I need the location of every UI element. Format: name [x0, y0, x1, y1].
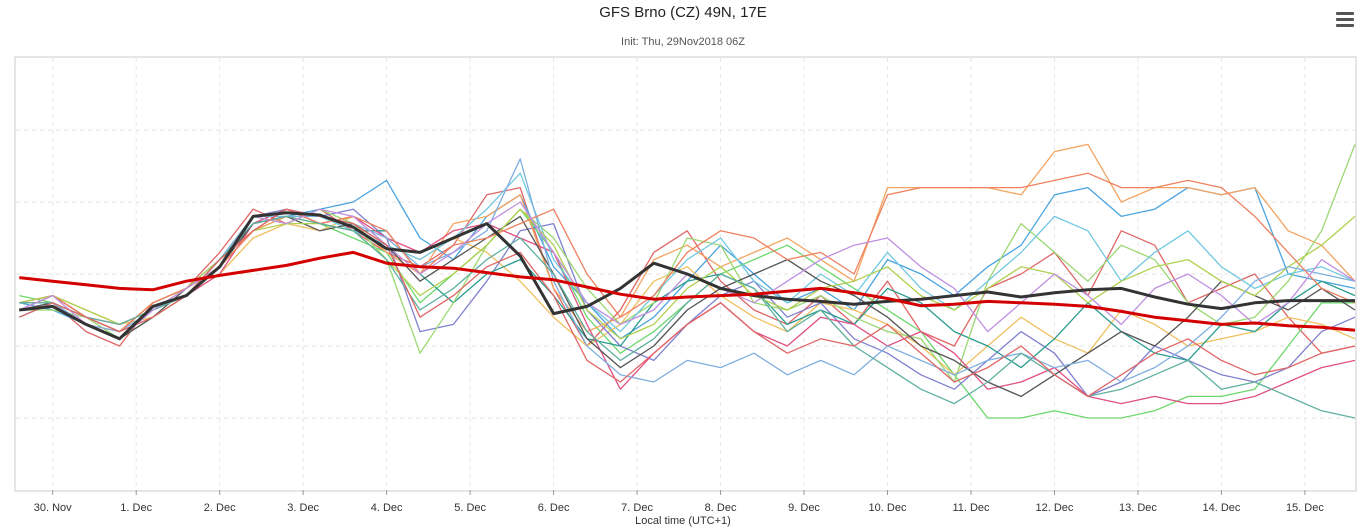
control-run-line — [19, 211, 1355, 341]
x-tick-label: 2. Dec — [204, 502, 236, 514]
x-tick-label: 11. Dec — [952, 502, 990, 514]
menu-bar — [1336, 18, 1354, 21]
hamburger-menu-icon[interactable] — [1334, 10, 1356, 28]
menu-bar — [1336, 24, 1354, 27]
x-tick-label: 15. Dec — [1286, 502, 1324, 514]
x-tick-label: 8. Dec — [705, 502, 737, 514]
ensemble-member-line — [19, 186, 1356, 354]
chart-title: GFS Brno (CZ) 49N, 17E — [599, 4, 767, 21]
x-axis-label: Local time (UTC+1) — [635, 515, 731, 527]
chart-subtitle: Init: Thu, 29Nov2018 06Z — [621, 36, 745, 48]
ensemble-mean-line — [19, 250, 1356, 332]
x-tick-label: 4. Dec — [371, 502, 403, 514]
x-axis-ticks: 30. Nov 1. Dec 2. Dec 3. Dec 4. Dec 5. Dec 6. … — [34, 490, 1324, 514]
x-tick-label: 7. Dec — [621, 502, 653, 514]
x-tick-label: 10. Dec — [869, 502, 907, 514]
x-tick-label: 6. Dec — [538, 502, 570, 514]
x-tick-label: 14. Dec — [1202, 502, 1240, 514]
series-group — [19, 143, 1356, 419]
x-tick-label: 3. Dec — [287, 502, 319, 514]
menu-bar — [1336, 12, 1354, 15]
ensemble-member-line — [19, 172, 1356, 333]
x-tick-label: 1. Dec — [120, 502, 152, 514]
ensemble-member-line — [19, 208, 1356, 398]
x-tick-label: 5. Dec — [454, 502, 486, 514]
x-tick-label: 9. Dec — [788, 502, 820, 514]
x-tick-label: 30. Nov — [34, 502, 72, 514]
x-tick-label: 12. Dec — [1036, 502, 1074, 514]
x-tick-label: 13. Dec — [1119, 502, 1157, 514]
ensemble-member-line — [19, 215, 1356, 398]
